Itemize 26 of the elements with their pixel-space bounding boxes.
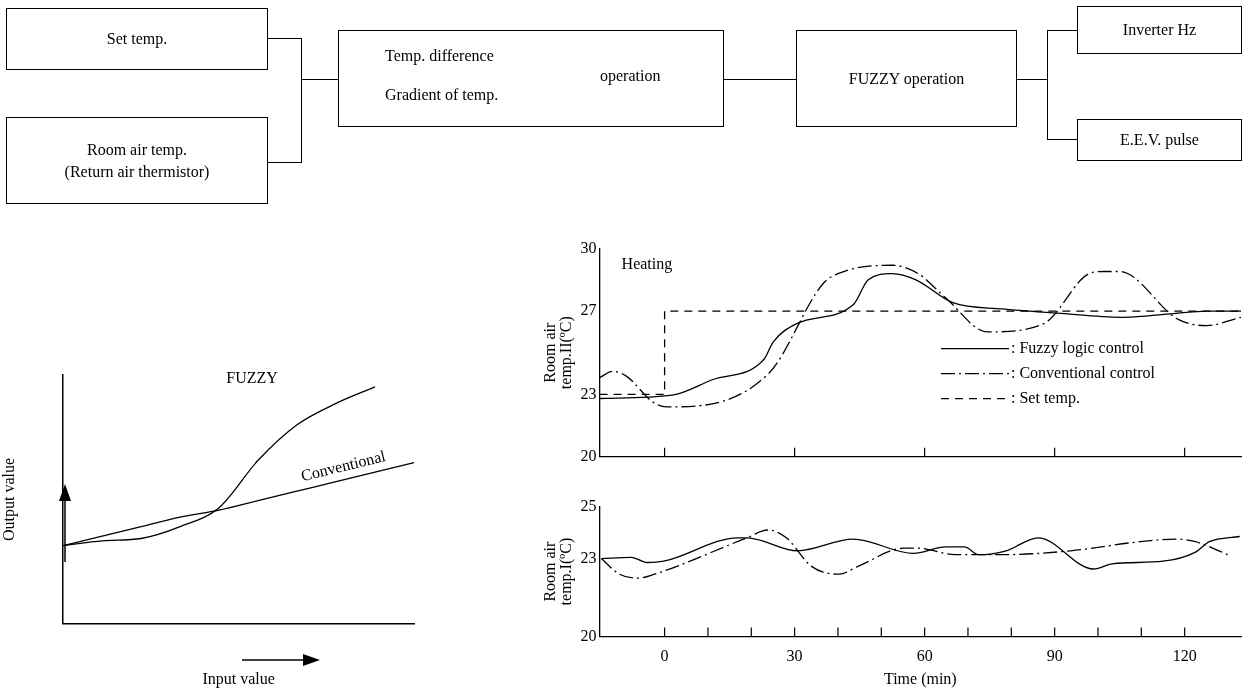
y-tick-label: 25 — [580, 496, 597, 514]
y-axis-title: Room air temp.I(ºC) — [540, 537, 576, 606]
y-tick-label: 23 — [580, 384, 597, 402]
x-axis-title: Input value — [202, 669, 275, 688]
x-tick-label: 120 — [1172, 647, 1197, 665]
legend-label: : Set temp. — [1011, 388, 1080, 407]
text: FUZZY — [226, 369, 279, 386]
y-tick-label: 27 — [580, 301, 597, 319]
y-tick-label: 23 — [580, 548, 597, 566]
text: Room air temp. (Return air thermistor) — [6, 117, 268, 204]
y-tick-label: 20 — [580, 447, 597, 464]
text: Set temp. — [6, 8, 268, 70]
annotation: Heating — [621, 254, 673, 273]
legend-label: : Conventional control — [1011, 363, 1156, 381]
text: Inverter Hz — [1077, 6, 1242, 54]
y-tick-label: 30 — [580, 238, 597, 256]
legend-label: : Fuzzy logic control — [1011, 338, 1145, 357]
y-tick-label: 20 — [580, 626, 597, 644]
x-axis-title: Time (min) — [883, 669, 957, 688]
x-tick-label: 0 — [660, 647, 669, 665]
y-axis-title: Output value — [0, 457, 18, 541]
text: E.E.V. pulse — [1077, 119, 1242, 161]
x-tick-label: 30 — [786, 647, 803, 665]
x-tick-label: 60 — [916, 647, 933, 665]
x-tick-label: 90 — [1046, 647, 1063, 665]
y-axis-title: Room air temp.II(ºC) — [540, 316, 576, 390]
